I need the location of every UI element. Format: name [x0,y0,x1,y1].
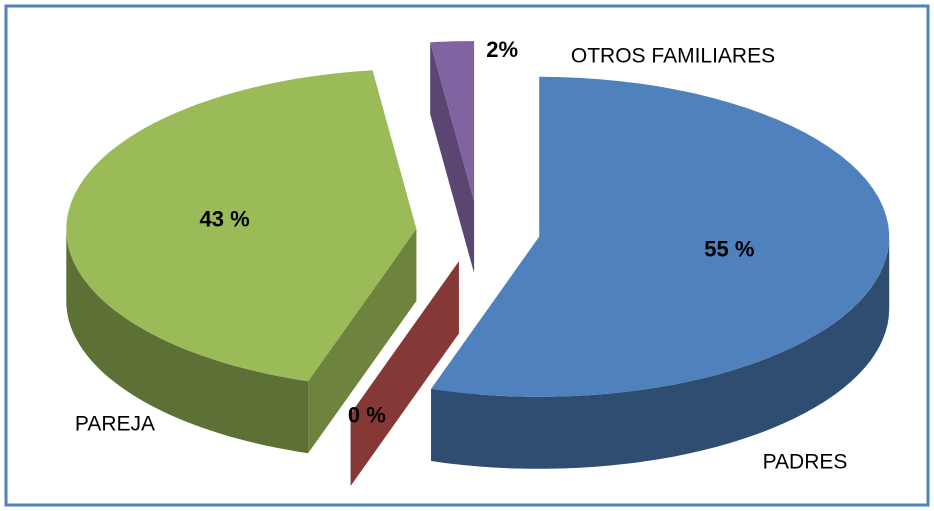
data-label: 2% [486,37,518,62]
slice [430,41,475,202]
slice-side [431,236,890,469]
slice [66,70,417,382]
category-label: OTROS FAMILIARES [571,45,775,68]
slice-wall [308,229,417,454]
category-label: PAREJA [75,413,155,436]
slice-wall [430,42,475,274]
data-label: 55 % [704,236,754,261]
data-label: 43 % [200,207,250,232]
slice [431,76,890,397]
data-label: 0 % [348,402,386,427]
category-label: PADRES [763,451,848,474]
slice-side [66,229,309,454]
slice-wall [350,261,459,486]
